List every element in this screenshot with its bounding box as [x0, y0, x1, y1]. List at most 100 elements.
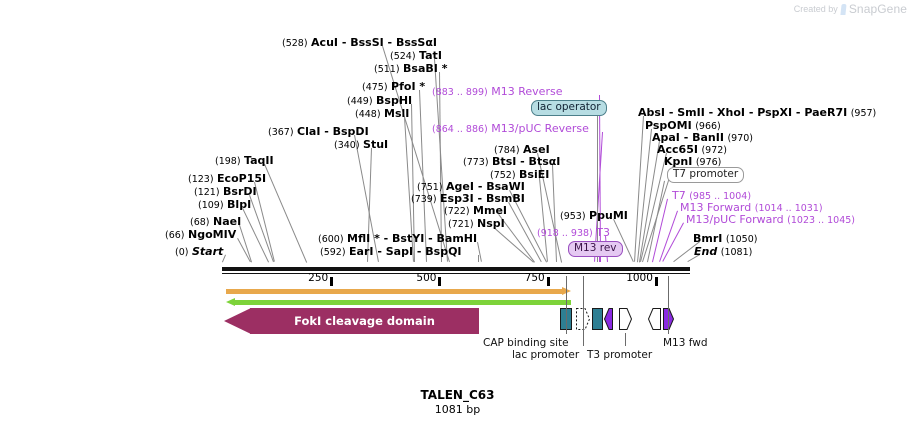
enzyme-name: BsaBI *: [403, 62, 448, 75]
feature-caption[interactable]: T3 promoter: [587, 349, 653, 361]
feature-badge-t7-promoter[interactable]: T7 promoter: [667, 167, 745, 183]
enzyme-position: (367): [268, 127, 294, 138]
enzyme-site-label[interactable]: (109) BlpI: [198, 199, 251, 211]
primer-label[interactable]: (864 .. 886) M13/pUC Reverse: [432, 123, 589, 135]
feature-caption[interactable]: M13 fwd: [663, 337, 708, 349]
feature-caption[interactable]: lac promoter: [512, 349, 580, 361]
cds-arrow-body: [250, 308, 479, 334]
enzyme-site-label[interactable]: (198) TaqII: [215, 155, 274, 167]
enzyme-site-label[interactable]: (721) NspI: [448, 218, 505, 230]
enzyme-site-label[interactable]: KpnI (976): [664, 156, 721, 168]
ruler-tick: [438, 277, 442, 286]
enzyme-site-label[interactable]: (123) EcoP15I: [188, 173, 266, 185]
cds-fokI-cleavage-domain[interactable]: FokI cleavage domain: [224, 308, 480, 334]
enzyme-site-label[interactable]: End (1081): [694, 246, 752, 258]
enzyme-site-label[interactable]: (68) NaeI: [190, 216, 241, 228]
enzyme-site-label[interactable]: Acc65I (972): [657, 144, 727, 156]
reverse-orf[interactable]: [226, 298, 571, 307]
enzyme-name: MflI * - BstYI - BamHI: [347, 232, 478, 245]
ruler-tick: [330, 277, 334, 286]
enzyme-name: BsiEI: [519, 168, 550, 181]
enzyme-position: (475): [362, 82, 388, 93]
ruler-tick-label: 1000: [626, 272, 653, 284]
enzyme-site-label[interactable]: (448) MslI: [355, 108, 409, 120]
cds-arrow-head: [224, 308, 251, 334]
enzyme-site-label[interactable]: (722) MmeI: [444, 205, 507, 217]
feature-m13-rev[interactable]: [603, 308, 613, 330]
enzyme-site-label[interactable]: (773) BtsI - BtsαI: [463, 156, 560, 168]
enzyme-site-label[interactable]: PspOMI (966): [645, 120, 721, 132]
enzyme-name: KpnI: [664, 155, 693, 168]
enzyme-position: (1081): [720, 247, 753, 258]
enzyme-name: BmrI: [693, 232, 723, 245]
enzyme-name: AcuI - BssSI - BssSαI: [311, 36, 437, 49]
enzyme-site-label[interactable]: (121) BsrDI: [194, 186, 257, 198]
ruler-tick: [654, 277, 658, 286]
feature-badge-m13-rev[interactable]: M13 rev: [568, 241, 623, 257]
enzyme-site-label[interactable]: (449) BspHI: [347, 95, 412, 107]
enzyme-site-label[interactable]: (784) AseI: [494, 144, 550, 156]
feature-t7-promoter[interactable]: [647, 308, 661, 330]
leader-line: [597, 114, 598, 262]
enzyme-position: (752): [490, 170, 516, 181]
primer-range: (1023 .. 1045): [787, 215, 856, 226]
enzyme-site-label[interactable]: (524) TatI: [390, 50, 442, 62]
primer-label[interactable]: M13 Forward (1014 .. 1031): [680, 202, 823, 214]
enzyme-site-label[interactable]: (0) Start: [175, 246, 223, 258]
ruler-tick-label: 250: [308, 272, 329, 284]
enzyme-name: PspOMI: [645, 119, 692, 132]
primer-label[interactable]: (883 .. 899) M13 Reverse: [432, 86, 562, 98]
watermark-prefix: Created by: [793, 4, 838, 14]
primer-label[interactable]: T7 (985 .. 1004): [672, 190, 751, 202]
enzyme-site-label[interactable]: (600) MflI * - BstYI - BamHI: [318, 233, 477, 245]
enzyme-site-label[interactable]: (592) EarI - SapI - BspQI: [320, 246, 462, 258]
enzyme-site-label[interactable]: (475) PfoI *: [362, 81, 425, 93]
snapgene-logo-icon: [840, 3, 847, 15]
enzyme-site-label[interactable]: ApaI - BanII (970): [652, 132, 753, 144]
feature-caption[interactable]: CAP binding site: [483, 337, 569, 349]
enzyme-site-label[interactable]: AbsI - SmII - XhoI - PspXI - PaeR7I (957…: [638, 107, 876, 119]
snapgene-watermark: Created by SnapGene: [794, 2, 907, 16]
feature-badge-lac-operator[interactable]: lac operator: [531, 100, 607, 116]
enzyme-name: AgeI - BsaWI: [446, 180, 525, 193]
enzyme-name: TaqII: [244, 154, 274, 167]
enzyme-name: EcoP15I: [217, 172, 267, 185]
feature-lac-operator[interactable]: [592, 308, 603, 330]
enzyme-position: (109): [198, 200, 224, 211]
primer-range: (1014 .. 1031): [754, 203, 823, 214]
enzyme-name: BtsI - BtsαI: [492, 155, 561, 168]
enzyme-site-label[interactable]: (66) NgoMIV: [165, 229, 236, 241]
enzyme-site-label[interactable]: (340) StuI: [334, 139, 388, 151]
enzyme-position: (121): [194, 187, 220, 198]
enzyme-name: MmeI: [473, 204, 508, 217]
forward-orf[interactable]: [226, 287, 571, 296]
enzyme-name: BsrDI: [223, 185, 257, 198]
enzyme-position: (0): [175, 247, 189, 258]
primer-name: M13/pUC Forward: [686, 213, 784, 226]
enzyme-position: (970): [727, 133, 753, 144]
enzyme-name: AbsI - SmII - XhoI - PspXI - PaeR7I: [638, 106, 848, 119]
primer-label[interactable]: M13/pUC Forward (1023 .. 1045): [686, 214, 855, 226]
enzyme-position: (953): [560, 211, 586, 222]
enzyme-position: (340): [334, 140, 360, 151]
enzyme-site-label[interactable]: BmrI (1050): [693, 233, 757, 245]
enzyme-position: (600): [318, 234, 344, 245]
enzyme-site-label[interactable]: (953) PpuMI: [560, 210, 628, 222]
enzyme-position: (784): [494, 145, 520, 156]
sequence-ruler[interactable]: [222, 267, 690, 274]
feature-t3-promoter[interactable]: [619, 308, 633, 330]
enzyme-site-label[interactable]: (752) BsiEI: [490, 169, 549, 181]
enzyme-site-label[interactable]: (751) AgeI - BsaWI: [417, 181, 525, 193]
enzyme-site-label[interactable]: (367) ClaI - BspDI: [268, 126, 369, 138]
feature-connector-line: [583, 276, 584, 346]
primer-name: M13 Reverse: [491, 85, 563, 98]
enzyme-position: (528): [282, 38, 308, 49]
enzyme-site-label[interactable]: (739) Esp3I - BsmBI: [411, 193, 525, 205]
enzyme-position: (66): [165, 230, 185, 241]
enzyme-name: Acc65I: [657, 143, 698, 156]
primer-label[interactable]: (918 .. 938) T3: [537, 227, 610, 239]
enzyme-site-label[interactable]: (511) BsaBI *: [374, 63, 447, 75]
watermark-brand: SnapGene: [848, 2, 907, 16]
enzyme-site-label[interactable]: (528) AcuI - BssSI - BssSαI: [282, 37, 437, 49]
